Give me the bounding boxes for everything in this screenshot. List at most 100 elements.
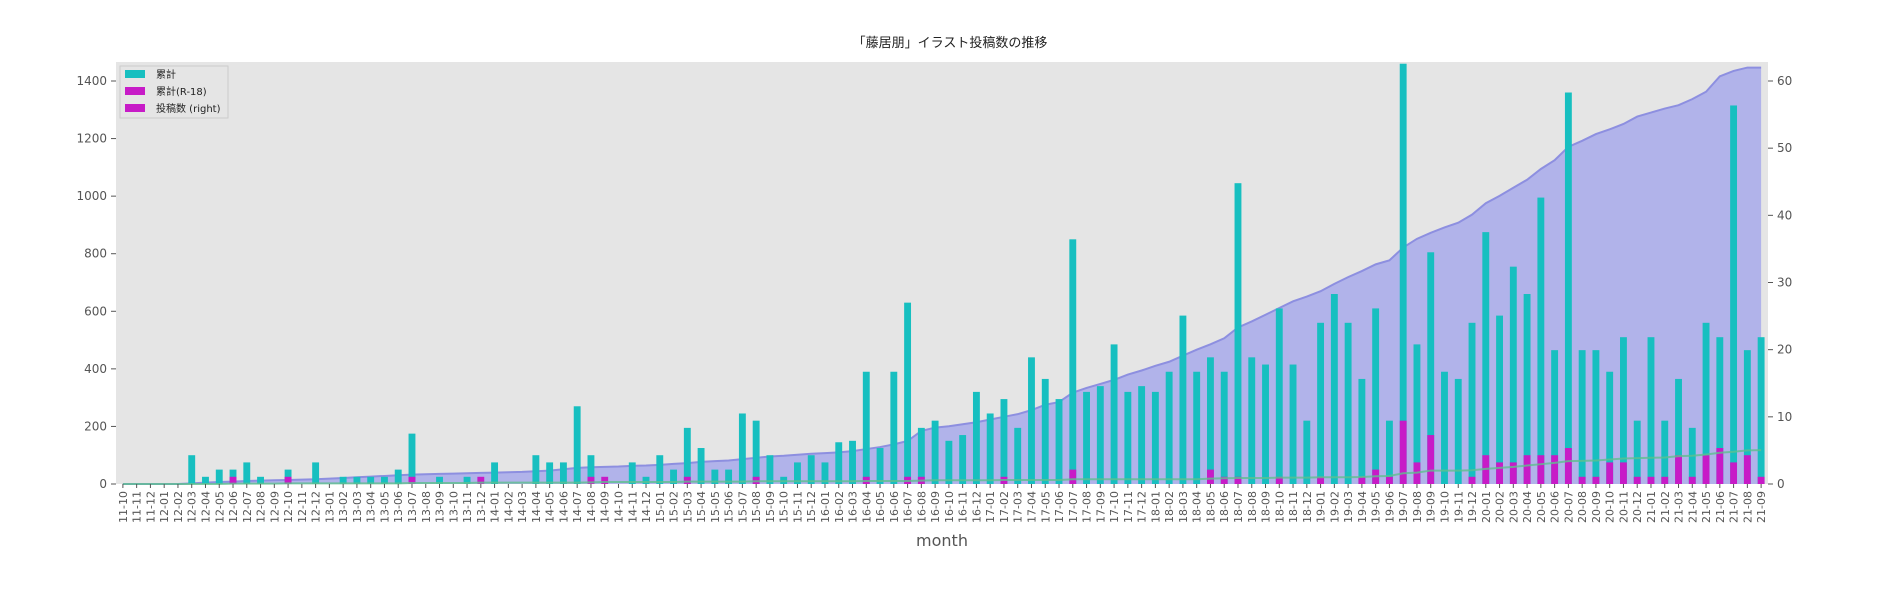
- x-tick-label-19-04: 19-04: [1356, 491, 1369, 523]
- bar-posts-15-06: [725, 469, 733, 484]
- x-tick-label-20-02: 20-02: [1494, 491, 1507, 523]
- x-tick-label-15-06: 15-06: [723, 491, 736, 523]
- bar-posts-12-03: [188, 455, 196, 484]
- x-tick-label-12-04: 12-04: [199, 491, 212, 523]
- y-tick-label-600: 600: [84, 304, 107, 318]
- x-tick-label-13-01: 13-01: [323, 491, 336, 523]
- x-tick-label-16-12: 16-12: [970, 491, 983, 523]
- x-tick-label-14-12: 14-12: [640, 491, 653, 523]
- x-tick-label-14-11: 14-11: [626, 491, 639, 523]
- x-tick-label-18-08: 18-08: [1246, 491, 1259, 523]
- x-tick-label-19-02: 19-02: [1328, 491, 1341, 523]
- bar-posts-13-03: [353, 476, 361, 484]
- x-tick-label-14-01: 14-01: [489, 491, 502, 523]
- bar-posts-14-08: [587, 455, 595, 484]
- bar-posts-16-10: [945, 440, 953, 484]
- legend-label-posts: 投稿数 (right): [156, 102, 221, 115]
- bar-posts-r18-19-06: [1385, 476, 1393, 484]
- bar-posts-r18-19-09: [1427, 435, 1435, 484]
- bar-layer: [188, 63, 1765, 485]
- x-tick-label-12-08: 12-08: [255, 491, 268, 523]
- x-tick-label-13-09: 13-09: [434, 491, 447, 523]
- x-tick-label-13-12: 13-12: [475, 491, 488, 523]
- bar-posts-r18-21-06: [1716, 448, 1724, 484]
- x-tick-label-19-07: 19-07: [1397, 491, 1410, 523]
- bar-posts-18-01: [1151, 391, 1159, 484]
- bar-posts-18-10: [1275, 308, 1283, 484]
- bar-posts-r18-13-12: [477, 476, 485, 484]
- x-tick-label-15-12: 15-12: [805, 491, 818, 523]
- x-tick-label-19-11: 19-11: [1452, 491, 1465, 523]
- bar-posts-21-06: [1716, 337, 1724, 484]
- bar-posts-16-12: [972, 391, 980, 484]
- bar-posts-18-08: [1248, 357, 1256, 484]
- bar-posts-18-04: [1193, 371, 1201, 484]
- x-tick-label-21-01: 21-01: [1645, 491, 1658, 523]
- x-tick-label-13-07: 13-07: [406, 491, 419, 523]
- bar-posts-20-09: [1592, 350, 1600, 484]
- x-tick-label-16-01: 16-01: [819, 491, 832, 523]
- x-tick-label-17-11: 17-11: [1122, 491, 1135, 523]
- x-tick-label-21-09: 21-09: [1755, 491, 1768, 523]
- x-tick-label-19-06: 19-06: [1383, 491, 1396, 523]
- bar-posts-20-08: [1578, 350, 1586, 484]
- y2-tick-label-50: 50: [1777, 141, 1792, 155]
- bar-posts-20-05: [1537, 197, 1545, 484]
- bar-posts-16-04: [862, 371, 870, 484]
- x-tick-label-17-04: 17-04: [1025, 491, 1038, 523]
- bar-posts-r18-14-09: [601, 476, 609, 484]
- bar-posts-15-11: [794, 462, 801, 484]
- bar-posts-16-08: [917, 427, 925, 484]
- x-tick-label-20-03: 20-03: [1507, 491, 1520, 523]
- bar-posts-r18-21-05: [1702, 455, 1710, 484]
- bar-posts-13-02: [339, 476, 347, 484]
- bar-posts-17-07: [1069, 239, 1077, 484]
- x-tick-label-21-05: 21-05: [1700, 491, 1713, 523]
- bar-posts-r18-14-08: [587, 476, 595, 484]
- x-tick-label-16-07: 16-07: [902, 491, 915, 523]
- x-tick-label-14-06: 14-06: [557, 491, 570, 523]
- x-tick-label-18-07: 18-07: [1232, 491, 1245, 523]
- bar-posts-19-01: [1317, 322, 1325, 484]
- x-tick-label-18-11: 18-11: [1287, 491, 1300, 523]
- bar-posts-19-05: [1372, 308, 1380, 484]
- x-tick-label-13-08: 13-08: [420, 491, 433, 523]
- bar-posts-15-08: [752, 420, 760, 484]
- bar-posts-r18-20-10: [1606, 462, 1614, 484]
- bar-posts-14-11: [628, 462, 636, 484]
- x-tick-label-18-10: 18-10: [1273, 491, 1286, 523]
- bar-posts-17-04: [1028, 357, 1035, 484]
- x-tick-label-12-09: 12-09: [268, 491, 281, 523]
- bar-posts-20-02: [1496, 315, 1503, 484]
- bar-posts-r18-20-06: [1551, 455, 1559, 484]
- x-tick-label-20-05: 20-05: [1535, 491, 1548, 523]
- bar-posts-12-08: [257, 476, 264, 484]
- bar-posts-r18-20-02: [1496, 462, 1503, 484]
- bar-posts-16-07: [904, 302, 912, 484]
- x-tick-label-16-04: 16-04: [860, 491, 873, 523]
- x-tick-label-18-02: 18-02: [1163, 491, 1176, 523]
- bar-posts-19-11: [1454, 378, 1462, 484]
- bar-posts-r18-21-07: [1730, 462, 1738, 484]
- y-tick-label-1200: 1200: [76, 132, 107, 146]
- legend-label-cumulative: 累計: [156, 68, 176, 81]
- bar-posts-18-03: [1179, 315, 1187, 484]
- x-tick-label-19-03: 19-03: [1342, 491, 1355, 523]
- bar-posts-16-01: [821, 462, 829, 484]
- x-tick-label-16-09: 16-09: [929, 491, 942, 523]
- bar-posts-r18-19-01: [1317, 476, 1325, 484]
- legend-swatch-posts: [125, 104, 145, 112]
- x-tick-label-17-12: 17-12: [1136, 491, 1149, 523]
- x-tick-label-13-11: 13-11: [461, 491, 474, 523]
- x-tick-label-12-02: 12-02: [172, 491, 185, 523]
- bar-posts-19-07: [1399, 63, 1407, 484]
- x-tick-label-11-11: 11-11: [131, 491, 144, 523]
- bar-posts-16-09: [931, 420, 939, 484]
- bar-posts-20-12: [1633, 420, 1641, 484]
- bar-posts-19-06: [1385, 420, 1393, 484]
- bar-posts-20-03: [1509, 266, 1517, 484]
- legend: 累計 累計(R-18) 投稿数 (right): [119, 65, 229, 119]
- bar-posts-18-11: [1289, 364, 1297, 484]
- x-tick-label-18-01: 18-01: [1149, 491, 1162, 523]
- x-tick-label-12-11: 12-11: [296, 491, 309, 523]
